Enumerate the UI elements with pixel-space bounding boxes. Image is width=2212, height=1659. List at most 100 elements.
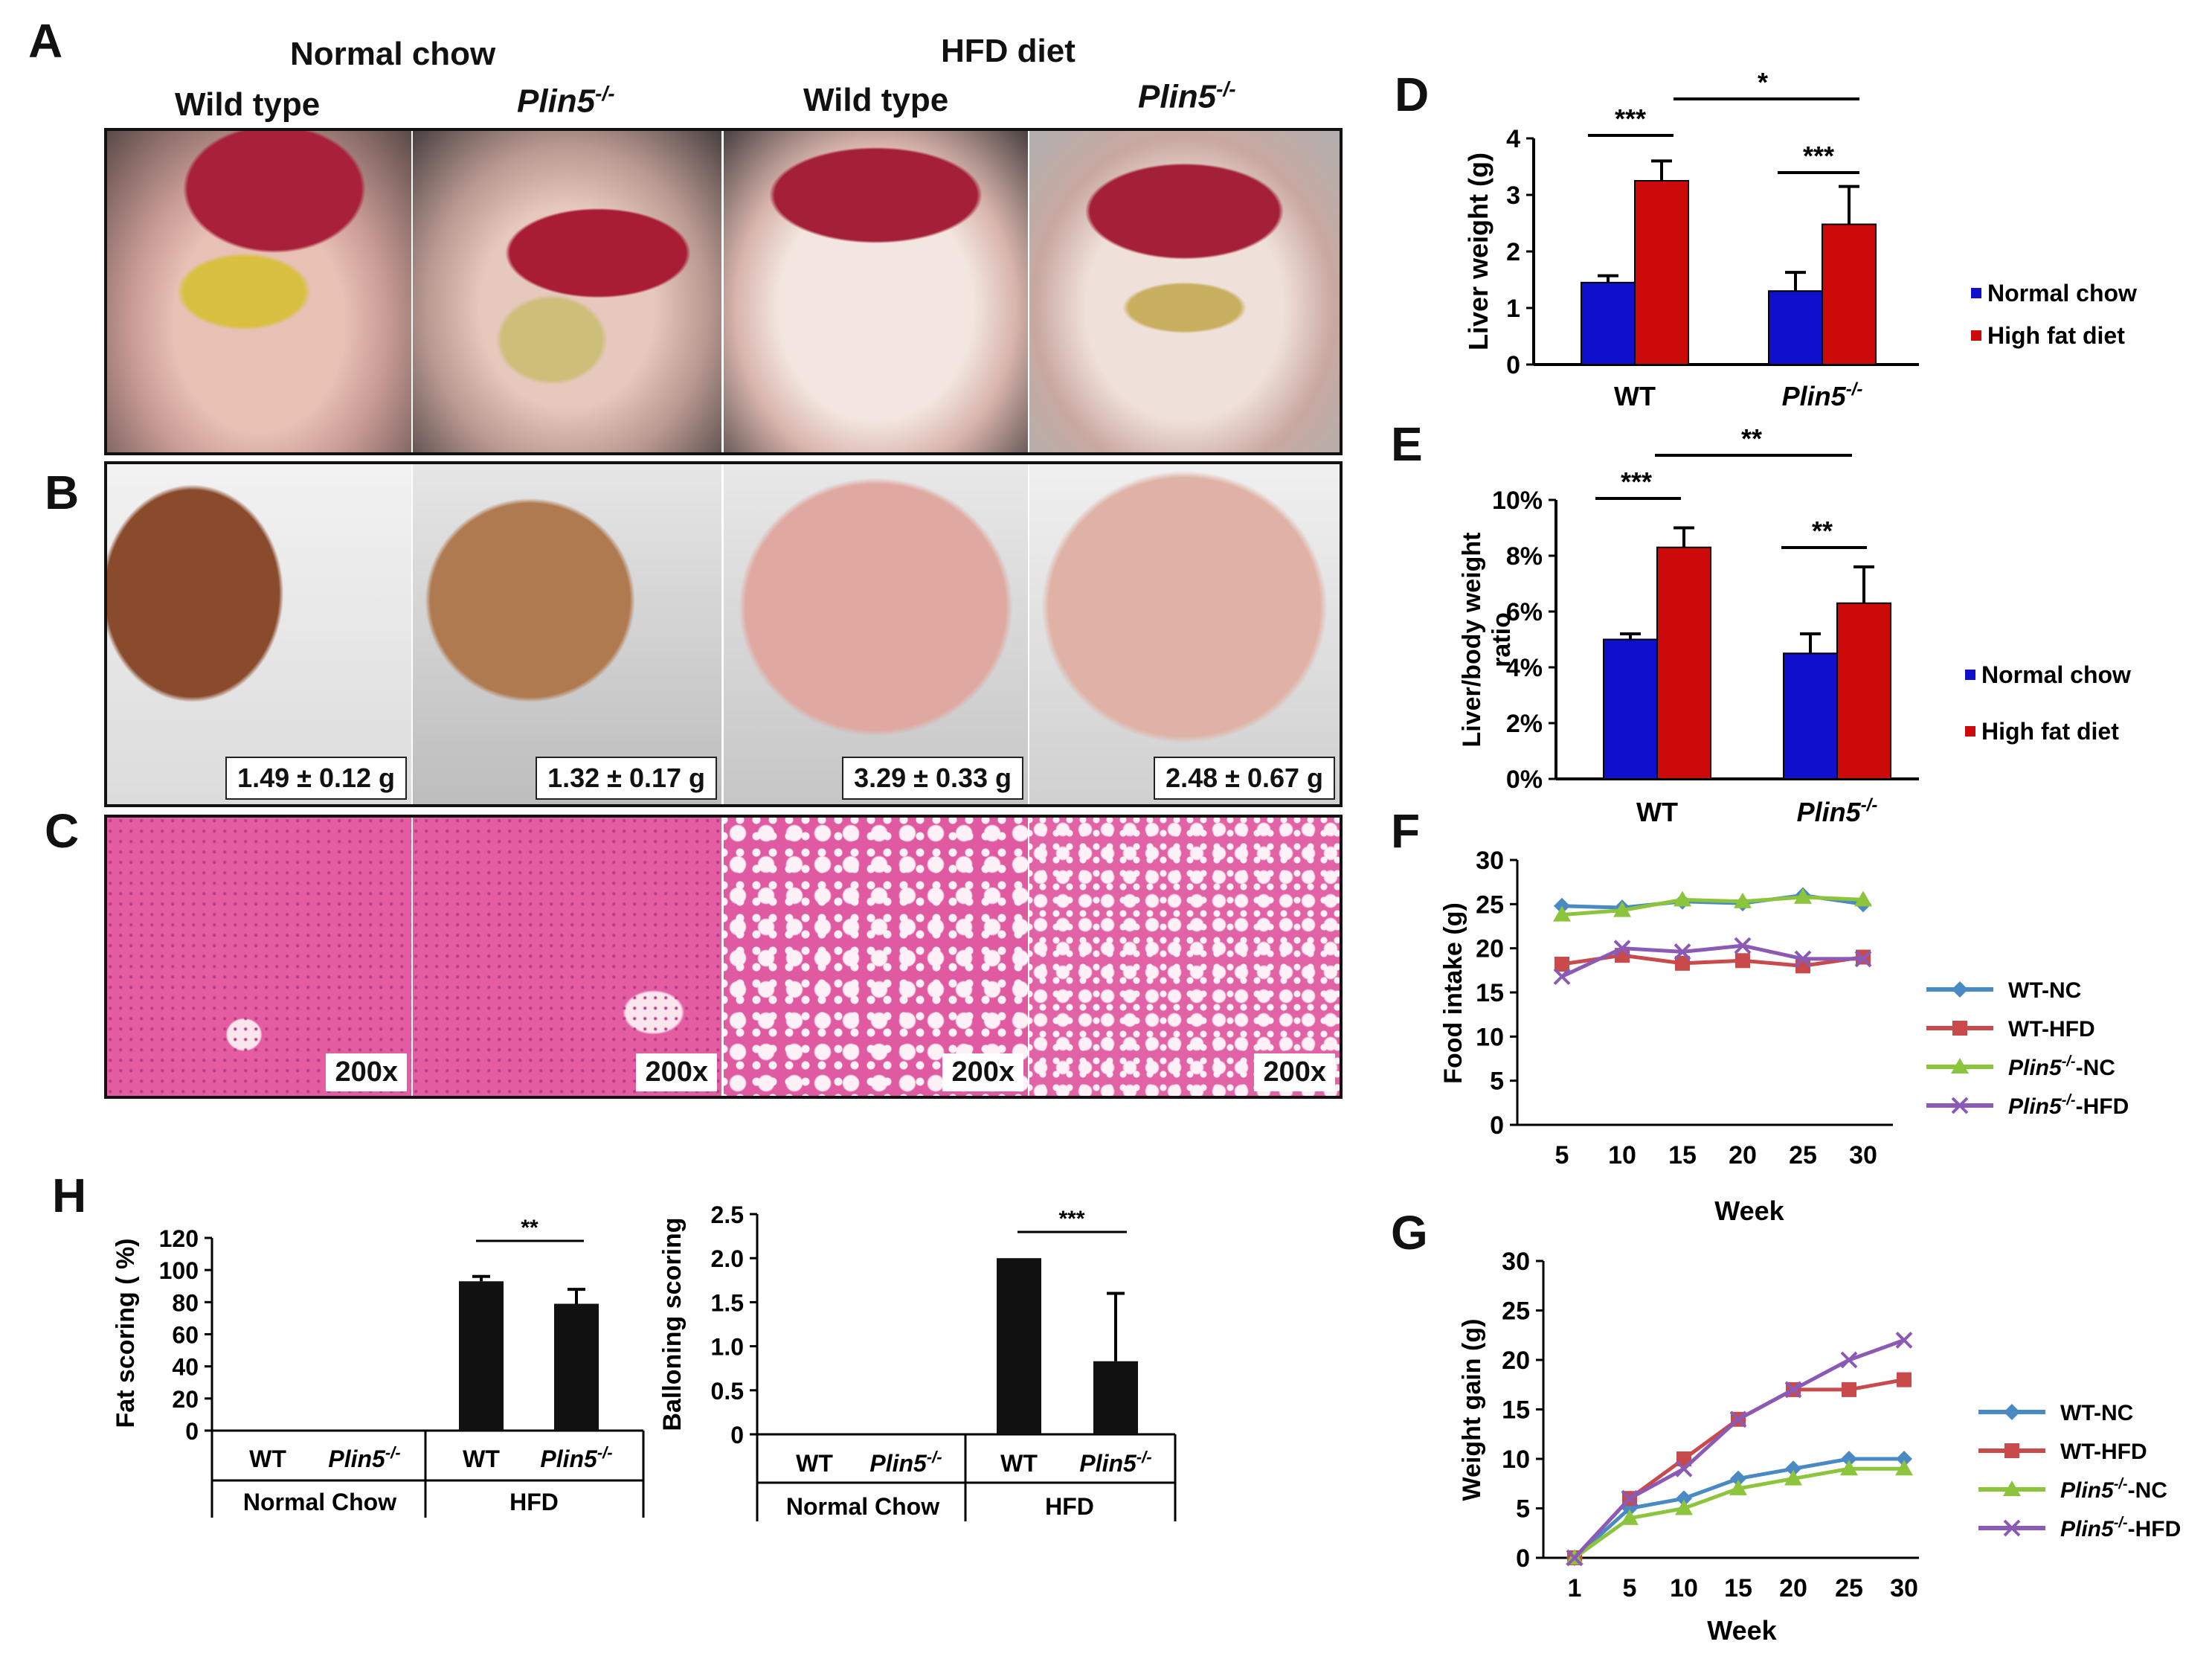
- y-tick-label: 1: [1506, 295, 1520, 323]
- sig-star: ***: [1058, 1207, 1084, 1231]
- x-tick-label: 30: [1890, 1574, 1918, 1602]
- histology-wt-hfd: 200x: [724, 818, 1028, 1096]
- y-tick-label: 30: [1502, 1248, 1530, 1276]
- liver-photo-plin5-hfd: 2.48 ± 0.67 g: [1029, 464, 1340, 804]
- magnification-badge: 200x: [1254, 1053, 1335, 1091]
- bar-high-fat: [1822, 223, 1877, 365]
- marker-square: [1735, 953, 1750, 969]
- legend-suffix: -HFD: [2076, 1094, 2129, 1119]
- y-tick-label: 10%: [1492, 487, 1543, 515]
- panel-a-frame: [104, 128, 1343, 455]
- x-tick-label: 10: [1670, 1574, 1698, 1602]
- panel-label-e: E: [1391, 417, 1423, 471]
- panel-label-a: A: [28, 14, 63, 68]
- plin5-superscript: -/-: [2062, 1092, 2076, 1108]
- y-tick-label: 100: [159, 1257, 199, 1284]
- marker-cross: [1729, 1411, 1747, 1428]
- legend-suffix: -NC: [2076, 1056, 2115, 1080]
- x-tick-label: 5: [1555, 1141, 1569, 1169]
- legend-swatch-normal: [1971, 288, 1981, 298]
- y-tick-label: 25: [1476, 891, 1504, 919]
- marker-square: [2004, 1443, 2019, 1458]
- sig-star: **: [1812, 516, 1833, 546]
- marker-diamond: [1730, 1470, 1746, 1487]
- marker-square: [1952, 1021, 1967, 1036]
- histology-plin5-nc: 200x: [413, 818, 721, 1096]
- marker-triangle: [1951, 1058, 1969, 1074]
- plin5-text: Plin5: [2008, 1094, 2063, 1119]
- y-tick-label: 20: [172, 1386, 199, 1413]
- chart-h2-bars: [997, 1258, 1138, 1434]
- chart-d-ticks: 0 1 2 3 4: [1506, 125, 1534, 379]
- legend-label: WT-HFD: [2008, 1017, 2095, 1042]
- plin5-superscript: -/-: [595, 82, 615, 105]
- marker-triangle: [1553, 905, 1571, 922]
- chart-e-ylabel-line1: Liver/body weight: [1458, 532, 1486, 747]
- h2-xtick-plin5-hfd: Plin5-/-: [1079, 1448, 1151, 1477]
- chart-g-ylabel: Weight gain (g): [1458, 1319, 1486, 1501]
- bar-normal-chow: [1603, 638, 1658, 780]
- panel-c-frame: [104, 815, 1343, 1099]
- score-bar: [1093, 1361, 1138, 1434]
- legend-suffix: -NC: [2128, 1478, 2167, 1503]
- y-tick-label: 120: [159, 1225, 199, 1252]
- legend-normal-chow: Normal chow: [1981, 661, 2131, 688]
- gross-photo-plin5-hfd: [1029, 131, 1340, 452]
- header-wild-type-nc: Wild type: [175, 86, 321, 123]
- plin5-superscript: -/-: [385, 1443, 401, 1462]
- y-tick-label: 80: [172, 1289, 199, 1316]
- chart-e: 0% 2% 4% 6% 8% 10% Liver/body weight ratio WT…: [1458, 423, 2131, 827]
- x-tick-label: 20: [1779, 1574, 1807, 1602]
- gross-photo-wt-nc: [107, 131, 411, 452]
- h2-xtick-wt-nc: WT: [796, 1450, 833, 1477]
- plin5-text: Plin5: [328, 1445, 386, 1472]
- panel-b-frame: [104, 461, 1343, 807]
- series-line: [1561, 895, 1864, 917]
- marker-diamond: [2004, 1404, 2020, 1420]
- sig-star: **: [1741, 423, 1762, 454]
- y-tick-label: 2%: [1506, 710, 1543, 738]
- h1-xtick-wt-nc: WT: [249, 1445, 286, 1472]
- legend-swatch-hfd: [1971, 330, 1981, 341]
- panel-label-g: G: [1391, 1206, 1428, 1260]
- y-tick-label: 40: [172, 1354, 199, 1381]
- marker-diamond: [1841, 1451, 1857, 1467]
- x-tick-label: 30: [1849, 1141, 1877, 1169]
- marker-cross: [1840, 1351, 1858, 1369]
- y-tick-label: 0: [185, 1418, 199, 1445]
- y-tick-label: 10: [1502, 1445, 1530, 1474]
- marker-diamond: [1896, 1451, 1912, 1467]
- h1-group-hfd: HFD: [509, 1489, 559, 1515]
- y-tick-label: 0: [1490, 1111, 1504, 1140]
- y-tick-label: 3: [1506, 182, 1520, 210]
- chart-h1-ticks: 0 20 40 60 80 100 120: [159, 1225, 212, 1445]
- bar-normal-chow: [1581, 281, 1636, 365]
- plin5-superscript: -/-: [2114, 1515, 2128, 1531]
- legend-swatch-normal: [1965, 670, 1975, 680]
- chart-g-axes: [1542, 1261, 1919, 1559]
- marker-diamond: [1952, 981, 1968, 998]
- y-tick-label: 30: [1476, 847, 1504, 875]
- marker-cross: [1621, 1489, 1639, 1507]
- marker-triangle: [1675, 1499, 1693, 1515]
- x-tick-label: 25: [1835, 1574, 1863, 1602]
- chart-h2-ylabel: Balloning scoring: [658, 1217, 687, 1431]
- h1-group-normal-chow: Normal Chow: [243, 1489, 396, 1515]
- marker-cross: [1675, 1460, 1693, 1477]
- plin5-superscript: -/-: [597, 1443, 613, 1462]
- marker-triangle: [1794, 888, 1812, 904]
- marker-square: [1554, 957, 1569, 972]
- chart-d-ylabel: Liver weight (g): [1463, 153, 1494, 350]
- liver-weight-badge: 2.48 ± 0.67 g: [1154, 757, 1335, 800]
- legend-swatch-hfd: [1965, 726, 1975, 737]
- marker-cross: [1784, 1381, 1802, 1399]
- chart-f-lines: [1553, 887, 1872, 986]
- y-tick-label: 4: [1506, 125, 1520, 153]
- marker-triangle: [1854, 891, 1872, 907]
- plin5-superscript: -/-: [1846, 379, 1863, 399]
- h2-xtick-plin5-nc: Plin5-/-: [869, 1448, 942, 1477]
- chart-e-bars: [1603, 526, 1891, 780]
- plin5-superscript: -/-: [1216, 77, 1236, 100]
